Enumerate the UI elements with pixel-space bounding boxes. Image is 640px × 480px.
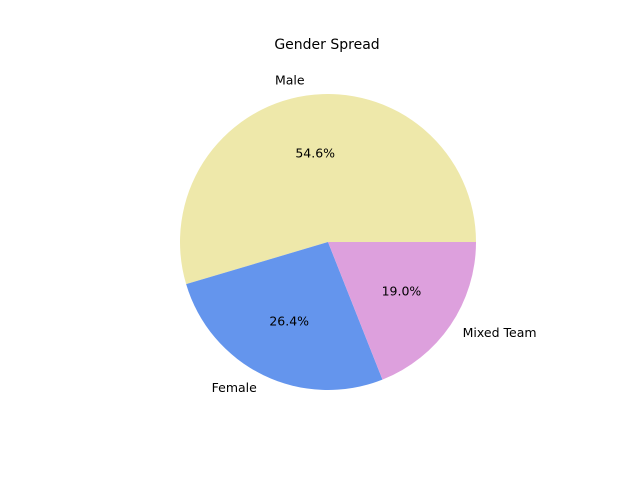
- chart-title: Gender Spread: [274, 37, 379, 53]
- pie-slice-female: [186, 242, 383, 391]
- pie-slice-mixed-team: [328, 242, 476, 380]
- slice-label-mixed-team: Mixed Team: [463, 325, 537, 340]
- slice-percent-male: 54.6%: [295, 146, 335, 161]
- pie-slices: [180, 94, 477, 391]
- pie-slice-male: [180, 94, 477, 285]
- slice-percent-mixed-team: 19.0%: [382, 283, 422, 298]
- pie-labels: Male 54.6% Female 26.4% Mixed Team 19.0%: [212, 72, 537, 395]
- slice-label-male: Male: [275, 72, 305, 87]
- slice-percent-female: 26.4%: [269, 313, 309, 328]
- slice-label-female: Female: [212, 380, 258, 395]
